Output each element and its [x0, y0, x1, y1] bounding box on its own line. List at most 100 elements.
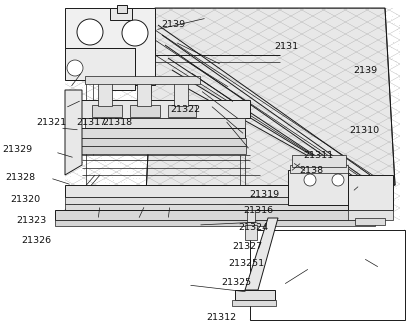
Point	[88, 49, 95, 54]
Point	[208, 214, 215, 219]
Point	[319, 230, 326, 235]
Point	[410, 154, 417, 159]
Point	[27, 5, 33, 10]
Point	[56, 99, 63, 104]
Point	[197, 99, 204, 104]
Point	[341, 274, 347, 279]
Point	[270, 252, 276, 257]
Point	[291, 41, 298, 47]
Point	[405, 179, 412, 184]
Point	[51, 64, 58, 69]
Point	[68, 166, 75, 171]
Point	[86, 249, 93, 254]
Point	[272, 272, 279, 278]
Point	[369, 123, 376, 128]
Point	[355, 96, 362, 102]
Point	[214, 107, 220, 112]
Point	[250, 156, 257, 162]
Point	[301, 177, 308, 182]
Point	[268, 94, 274, 99]
Point	[238, 145, 244, 150]
Point	[121, 91, 127, 97]
Point	[354, 309, 360, 314]
Point	[235, 224, 241, 229]
Point	[413, 239, 417, 245]
Point	[83, 65, 89, 71]
Point	[339, 213, 346, 218]
Point	[262, 134, 269, 139]
Point	[191, 259, 198, 264]
Point	[41, 109, 48, 114]
Point	[123, 105, 130, 110]
Point	[292, 0, 299, 3]
Point	[211, 15, 218, 20]
Point	[357, 201, 364, 206]
Bar	[85, 76, 200, 84]
Point	[91, 255, 98, 260]
Point	[5, 228, 11, 233]
Point	[316, 174, 322, 180]
Point	[47, 272, 53, 277]
Point	[328, 285, 334, 291]
Point	[279, 239, 286, 244]
Point	[392, 218, 398, 224]
Point	[160, 90, 167, 95]
Point	[45, 274, 51, 280]
Point	[396, 31, 402, 36]
Point	[335, 65, 342, 70]
Point	[294, 55, 300, 60]
Point	[392, 325, 399, 330]
Point	[64, 99, 70, 104]
Point	[360, 49, 367, 54]
Point	[156, 80, 163, 85]
Point	[35, 90, 42, 96]
Point	[81, 184, 88, 190]
Point	[243, 62, 250, 68]
Point	[18, 142, 24, 148]
Point	[80, 283, 87, 288]
Point	[65, 233, 71, 238]
Point	[132, 84, 139, 89]
Point	[321, 189, 327, 194]
Point	[168, 82, 175, 88]
Point	[283, 159, 290, 165]
Point	[222, 176, 229, 181]
Polygon shape	[65, 90, 82, 175]
Point	[11, 150, 18, 155]
Point	[249, 46, 255, 51]
Point	[105, 289, 112, 295]
Point	[148, 202, 155, 207]
Point	[164, 29, 171, 34]
Point	[24, 120, 30, 126]
Point	[178, 125, 184, 130]
Point	[178, 203, 184, 208]
Point	[116, 283, 123, 289]
Point	[179, 173, 186, 179]
Point	[35, 324, 42, 330]
Point	[98, 206, 104, 212]
Point	[119, 190, 126, 196]
Point	[202, 27, 209, 32]
Point	[214, 46, 220, 51]
Point	[341, 224, 347, 229]
Point	[154, 59, 161, 65]
Point	[43, 183, 49, 188]
Point	[42, 61, 49, 66]
Point	[105, 82, 111, 88]
Point	[362, 223, 369, 229]
Point	[56, 34, 63, 40]
Point	[192, 120, 199, 125]
Point	[184, 299, 191, 304]
Point	[243, 221, 250, 227]
Point	[198, 313, 205, 318]
Point	[342, 205, 349, 210]
Point	[375, 217, 382, 223]
Point	[182, 86, 188, 92]
Point	[241, 221, 247, 227]
Point	[384, 235, 390, 240]
Point	[85, 130, 92, 135]
Point	[133, 87, 140, 92]
Point	[215, 305, 222, 310]
Point	[347, 53, 354, 59]
Point	[63, 235, 70, 241]
